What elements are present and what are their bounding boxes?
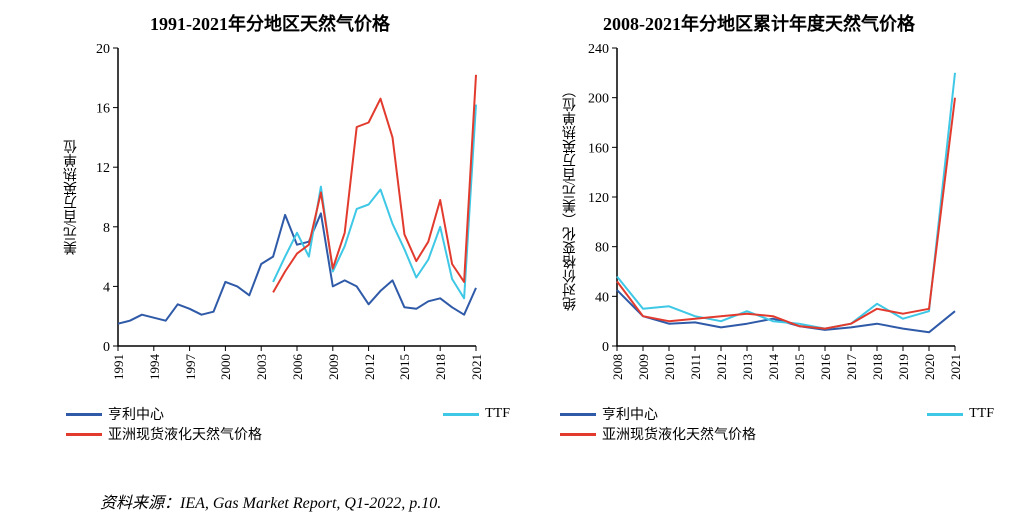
- right-y-tick-label: 40: [595, 290, 609, 305]
- right-legend-label: TTF: [969, 406, 994, 422]
- right-y-tick-label: 0: [602, 340, 609, 352]
- left-y-tick-label: 0: [103, 340, 110, 352]
- right-plot-svg: 0 40 80 120 160 200 240: [581, 42, 961, 352]
- right-legend-row: 亨利中心 TTF: [560, 404, 994, 424]
- right-legend-row: 亚洲现货液化天然气价格: [560, 424, 994, 444]
- left-x-tick-label: 2006: [290, 354, 306, 380]
- source-caption: 资料来源：IEA, Gas Market Report, Q1-2022, p.…: [100, 489, 441, 513]
- right-series-2: [617, 98, 955, 329]
- left-legend: 亨利中心 TTF 亚洲现货液化天然气价格: [30, 404, 510, 444]
- right-x-tick-label: 2018: [870, 354, 886, 380]
- charts-row: 1991-2021年分地区天然气价格 美元/百万英热单位 0 4 8 12 16 20 1…: [0, 0, 1024, 444]
- right-legend-swatch: [560, 433, 596, 436]
- left-series-1: [273, 105, 476, 299]
- left-x-tick-label: 1991: [111, 354, 127, 380]
- right-legend-label: 亨利中心: [602, 404, 658, 424]
- left-x-tick-label: 2009: [326, 354, 342, 380]
- left-x-tick-label: 2018: [433, 354, 449, 380]
- right-x-tick-label: 2017: [844, 354, 860, 380]
- left-y-axis-label: 美元/百万英热单位: [58, 42, 82, 352]
- right-legend-swatch: [927, 413, 963, 416]
- right-y-tick-label: 240: [588, 42, 609, 57]
- left-legend-label: TTF: [485, 406, 510, 422]
- left-y-tick-label: 16: [96, 102, 110, 117]
- right-legend: 亨利中心 TTF 亚洲现货液化天然气价格: [524, 404, 994, 444]
- right-x-tick-label: 2015: [792, 354, 808, 380]
- right-y-tick-label: 200: [588, 92, 609, 107]
- left-y-tick-label: 12: [96, 161, 110, 176]
- left-x-tick-label: 2000: [218, 354, 234, 380]
- left-x-tick-label: 2015: [397, 354, 413, 380]
- left-x-tick-label: 2021: [469, 354, 485, 380]
- right-y-tick-label: 160: [588, 141, 609, 156]
- left-x-tick-label: 1994: [147, 354, 163, 380]
- right-x-tick-label: 2016: [818, 354, 834, 380]
- right-x-tick-label: 2009: [636, 354, 652, 380]
- right-x-tick-label: 2010: [662, 354, 678, 380]
- right-y-tick-label: 80: [595, 241, 609, 256]
- left-chart-panel: 1991-2021年分地区天然气价格 美元/百万英热单位 0 4 8 12 16 20 1…: [30, 10, 510, 444]
- left-x-tick-label: 2012: [362, 354, 378, 380]
- right-x-tick-label: 2012: [714, 354, 730, 380]
- left-legend-swatch: [66, 413, 102, 416]
- right-x-tick-label: 2019: [896, 354, 912, 380]
- left-x-tick-label: 1997: [183, 354, 199, 380]
- right-x-tick-label: 2014: [766, 354, 782, 380]
- left-chart-body: 美元/百万英热单位 048121620 19911994199720002003…: [58, 42, 482, 352]
- left-x-tick-label: 2003: [254, 354, 270, 380]
- left-y-tick-label: 8: [103, 221, 110, 236]
- left-chart-title: 1991-2021年分地区天然气价格: [150, 10, 390, 36]
- left-y-tick-label: 4: [103, 280, 110, 295]
- left-legend-swatch: [443, 413, 479, 416]
- right-x-tick-label: 2008: [610, 354, 626, 380]
- right-series-0: [617, 290, 955, 332]
- left-legend-row: 亨利中心 TTF: [66, 404, 510, 424]
- left-series-2: [273, 75, 476, 293]
- left-x-tick-labels: 1991 1994 1997 2000 2003 2006 2009 2012 2015 2018…: [82, 352, 482, 402]
- left-y-tick-label: 20: [96, 42, 110, 57]
- right-y-tick-label: 120: [588, 191, 609, 206]
- right-plot-area: 04080120160200240 2008200920102011201220…: [581, 42, 961, 352]
- left-legend-label: 亚洲现货液化天然气价格: [108, 424, 262, 444]
- right-chart-panel: 2008-2021年分地区累计年度天然气价格 绝对价格变化（美元/百万英热单位）…: [524, 10, 994, 444]
- left-legend-swatch: [66, 433, 102, 436]
- right-chart-title: 2008-2021年分地区累计年度天然气价格: [603, 10, 915, 36]
- left-axes: [118, 48, 476, 346]
- left-legend-row: 亚洲现货液化天然气价格: [66, 424, 510, 444]
- right-x-tick-labels: 2008 2009 2010 2011 2012 2013 2014 2015 2016 2017…: [581, 352, 961, 402]
- right-x-tick-label: 2020: [922, 354, 938, 380]
- left-legend-label: 亨利中心: [108, 404, 164, 424]
- right-x-tick-label: 2011: [688, 354, 704, 380]
- right-legend-swatch: [560, 413, 596, 416]
- right-series-1: [617, 73, 955, 329]
- left-plot-area: 048121620 199119941997200020032006200920…: [82, 42, 482, 352]
- right-axes: [617, 48, 955, 346]
- right-legend-label: 亚洲现货液化天然气价格: [602, 424, 756, 444]
- right-y-axis-label: 绝对价格变化（美元/百万英热单位）: [557, 42, 581, 352]
- right-x-tick-label: 2013: [740, 354, 756, 380]
- right-chart-body: 绝对价格变化（美元/百万英热单位） 0 40 80 120 160 200 240 200 8…: [557, 42, 961, 352]
- right-x-tick-label: 2021: [948, 354, 964, 380]
- left-plot-svg: 0 4 8 12 16 20: [82, 42, 482, 352]
